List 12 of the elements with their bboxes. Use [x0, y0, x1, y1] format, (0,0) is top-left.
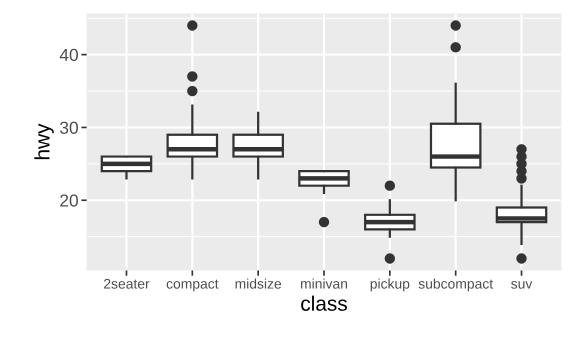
- x-tick-label: pickup: [370, 278, 410, 292]
- x-tick-label: suv: [511, 281, 532, 289]
- y-tick-label: 40: [60, 48, 78, 62]
- x-tick-label: 2seater: [104, 278, 150, 289]
- x-tick-label: compact: [166, 280, 218, 292]
- x-tick-label: subcompact: [418, 278, 494, 292]
- y-tick-label: 30: [60, 122, 78, 134]
- x-tick-label: midsize: [236, 278, 282, 289]
- x-tick-label: minivan: [300, 278, 348, 289]
- y-axis-title: hwy: [34, 124, 54, 160]
- y-tick-label: 20: [60, 194, 78, 207]
- x-axis-title: class: [301, 296, 347, 311]
